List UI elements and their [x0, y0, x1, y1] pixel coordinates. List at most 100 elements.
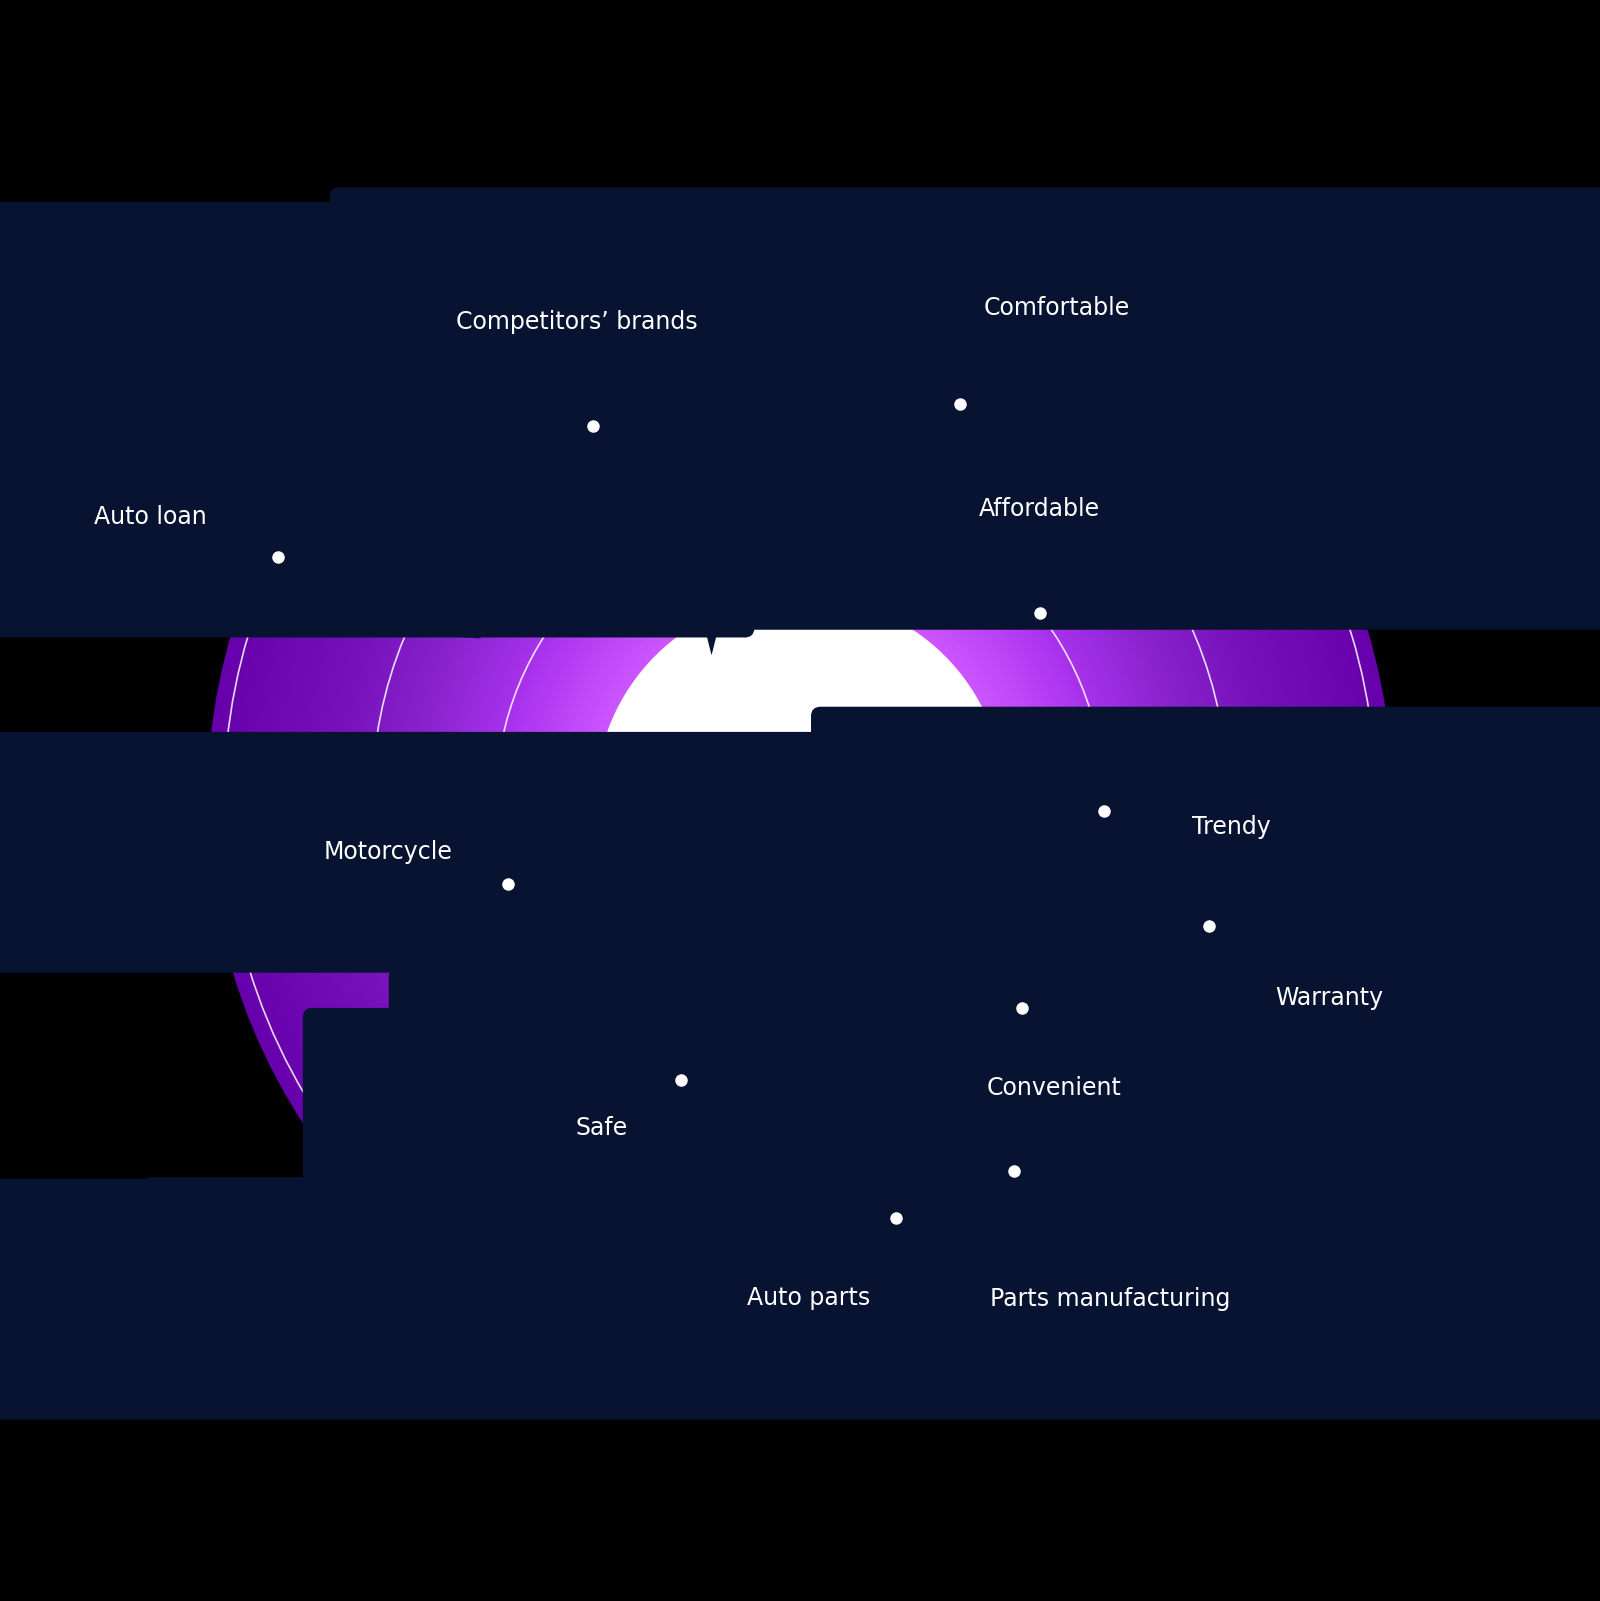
- Circle shape: [600, 602, 1000, 999]
- Circle shape: [325, 325, 1275, 1276]
- Circle shape: [515, 517, 1085, 1084]
- Circle shape: [330, 331, 1270, 1270]
- Circle shape: [630, 631, 970, 970]
- Circle shape: [738, 738, 862, 863]
- Circle shape: [533, 535, 1067, 1066]
- Circle shape: [766, 767, 834, 834]
- Circle shape: [605, 605, 995, 996]
- Circle shape: [664, 664, 936, 937]
- Text: Safe: Safe: [574, 1116, 627, 1140]
- Circle shape: [622, 623, 978, 978]
- Circle shape: [338, 339, 1262, 1262]
- Polygon shape: [741, 999, 776, 1025]
- Circle shape: [216, 216, 1384, 1385]
- Circle shape: [725, 725, 875, 876]
- Circle shape: [755, 756, 845, 845]
- Circle shape: [448, 450, 1152, 1151]
- Text: Warranty: Warranty: [1275, 986, 1384, 1010]
- Circle shape: [794, 794, 806, 807]
- Circle shape: [750, 751, 850, 850]
- Circle shape: [250, 250, 1350, 1351]
- Circle shape: [688, 688, 912, 913]
- Circle shape: [722, 722, 878, 879]
- Circle shape: [446, 447, 1154, 1154]
- Circle shape: [774, 775, 826, 826]
- Circle shape: [690, 690, 910, 911]
- Circle shape: [453, 453, 1147, 1148]
- Circle shape: [282, 282, 1318, 1319]
- Circle shape: [392, 392, 1208, 1209]
- Circle shape: [653, 653, 947, 948]
- Circle shape: [402, 402, 1198, 1199]
- Circle shape: [368, 368, 1232, 1233]
- Circle shape: [563, 564, 1037, 1037]
- Circle shape: [654, 655, 946, 946]
- Circle shape: [475, 475, 1125, 1126]
- FancyBboxPatch shape: [142, 1177, 1474, 1418]
- Circle shape: [494, 495, 1106, 1106]
- Circle shape: [763, 764, 837, 837]
- Circle shape: [666, 666, 934, 935]
- Circle shape: [293, 293, 1307, 1308]
- Circle shape: [672, 672, 928, 929]
- Circle shape: [598, 599, 1002, 1002]
- Circle shape: [614, 615, 986, 986]
- Circle shape: [731, 732, 869, 869]
- FancyBboxPatch shape: [0, 732, 1053, 973]
- Polygon shape: [702, 620, 720, 655]
- Circle shape: [270, 272, 1330, 1329]
- Circle shape: [294, 295, 1306, 1306]
- Circle shape: [781, 781, 819, 820]
- Polygon shape: [485, 1161, 514, 1194]
- Circle shape: [680, 680, 920, 921]
- Circle shape: [309, 309, 1291, 1292]
- Text: Affordable: Affordable: [979, 498, 1101, 522]
- Circle shape: [749, 749, 851, 852]
- FancyBboxPatch shape: [330, 187, 1600, 427]
- Circle shape: [387, 387, 1213, 1214]
- Circle shape: [301, 301, 1299, 1300]
- Circle shape: [648, 648, 952, 953]
- Text: Motorcycle: Motorcycle: [323, 841, 453, 865]
- Circle shape: [410, 410, 1190, 1191]
- Circle shape: [752, 752, 848, 849]
- Circle shape: [714, 714, 886, 887]
- Circle shape: [275, 275, 1325, 1326]
- Circle shape: [469, 469, 1131, 1132]
- Text: Comfortable: Comfortable: [984, 296, 1130, 320]
- Circle shape: [632, 632, 968, 969]
- Circle shape: [760, 760, 840, 841]
- Circle shape: [498, 498, 1102, 1103]
- Circle shape: [408, 408, 1192, 1193]
- Circle shape: [549, 549, 1051, 1052]
- Circle shape: [650, 650, 950, 951]
- Polygon shape: [1130, 1162, 1162, 1193]
- Circle shape: [208, 208, 1392, 1393]
- Circle shape: [333, 333, 1267, 1268]
- Circle shape: [674, 674, 926, 927]
- Circle shape: [792, 792, 808, 809]
- Circle shape: [290, 290, 1310, 1311]
- Circle shape: [587, 588, 1013, 1013]
- Circle shape: [562, 562, 1038, 1039]
- Circle shape: [659, 660, 941, 941]
- Circle shape: [470, 471, 1130, 1130]
- Circle shape: [386, 386, 1214, 1215]
- Circle shape: [608, 608, 992, 993]
- Circle shape: [237, 239, 1363, 1362]
- Circle shape: [430, 432, 1170, 1169]
- Circle shape: [790, 791, 810, 810]
- Circle shape: [504, 504, 1096, 1097]
- Circle shape: [462, 463, 1138, 1138]
- Polygon shape: [786, 818, 822, 836]
- Circle shape: [405, 405, 1195, 1196]
- Circle shape: [518, 519, 1082, 1082]
- Circle shape: [421, 421, 1179, 1180]
- Circle shape: [224, 224, 1376, 1377]
- Circle shape: [506, 506, 1094, 1095]
- Circle shape: [397, 399, 1203, 1202]
- Circle shape: [675, 676, 925, 925]
- Circle shape: [253, 255, 1347, 1346]
- Circle shape: [435, 435, 1165, 1166]
- Circle shape: [734, 735, 866, 866]
